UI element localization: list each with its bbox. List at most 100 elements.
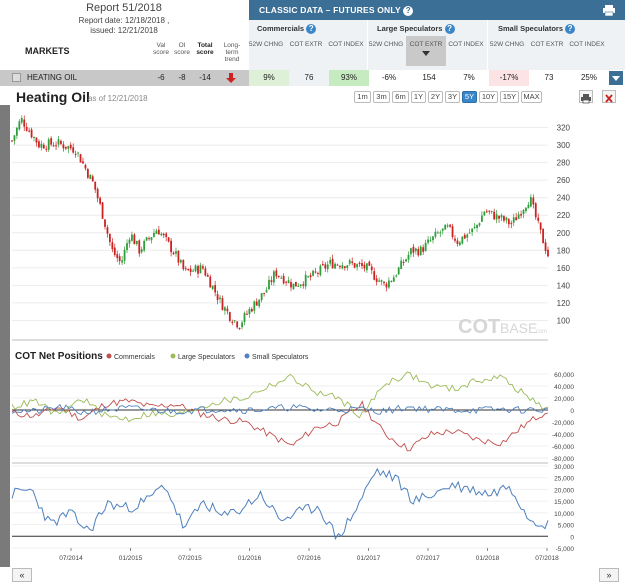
market-name[interactable]: HEATING OIL xyxy=(27,73,78,82)
help-icon[interactable]: ? xyxy=(403,5,414,16)
expand-row-button[interactable] xyxy=(609,71,623,85)
candle-body xyxy=(135,240,138,245)
candle-body xyxy=(260,293,263,301)
small-tick-label: 25,000 xyxy=(554,476,574,483)
zoom-3m-button[interactable]: 3m xyxy=(373,91,390,103)
candle-body xyxy=(527,204,530,209)
legend-label: Small Speculators xyxy=(252,354,309,361)
candle-body xyxy=(370,266,373,271)
market-row-left: HEATING OIL -6 -8 -14 xyxy=(0,70,249,86)
zoom-6m-button[interactable]: 6m xyxy=(392,91,409,103)
total-score: -14 xyxy=(199,73,211,82)
cell-52w-chng: 9% xyxy=(249,70,289,86)
candle-body xyxy=(341,265,344,269)
help-icon[interactable]: ? xyxy=(306,24,317,35)
x-tick-label: 01/2016 xyxy=(238,555,262,562)
cell-52w-chng: -17% xyxy=(489,70,529,86)
sub-cot-extr[interactable]: COT EXTR xyxy=(530,41,564,48)
candle-body xyxy=(476,224,478,229)
close-chart-button[interactable] xyxy=(602,90,616,103)
sub-52w-chng[interactable]: 52W CHNG xyxy=(489,41,525,48)
candle-body xyxy=(334,263,336,269)
col-long-term-trend[interactable]: Long-term trend xyxy=(223,42,241,63)
sub-52w-chng[interactable]: 52W CHNG xyxy=(248,41,284,48)
x-tick-label: 07/2015 xyxy=(178,555,202,562)
candle-body xyxy=(547,249,549,257)
candle-body xyxy=(236,321,239,328)
candle-body xyxy=(89,174,92,180)
candle-body xyxy=(131,234,133,241)
candle-body xyxy=(402,262,405,264)
sub-cot-index[interactable]: COT INDEX xyxy=(328,41,364,48)
candle-body xyxy=(241,322,243,328)
candle-body xyxy=(38,141,40,148)
zoom-1m-button[interactable]: 1m xyxy=(354,91,371,103)
zoom-10y-button[interactable]: 10Y xyxy=(479,91,498,103)
cot-series-line xyxy=(11,403,549,416)
prev-market-button[interactable]: « xyxy=(12,568,32,582)
candle-body xyxy=(197,266,199,274)
candle-body xyxy=(221,298,224,311)
col-total-score[interactable]: Total score xyxy=(196,42,214,56)
candle-body xyxy=(143,240,146,251)
zoom-5y-button[interactable]: 5Y xyxy=(462,91,477,103)
cell-52w-chng: -6% xyxy=(369,70,409,86)
candle-body xyxy=(128,239,131,244)
chart-scroll-bar[interactable] xyxy=(0,105,10,567)
small-specs-line xyxy=(11,467,549,541)
print-icon[interactable] xyxy=(603,4,615,16)
candle-body xyxy=(253,301,256,311)
price-tick-label: 160 xyxy=(557,264,571,273)
zoom-3y-button[interactable]: 3Y xyxy=(445,91,460,103)
row-checkbox[interactable] xyxy=(12,73,21,82)
candle-body xyxy=(436,232,439,234)
sub-cot-index[interactable]: COT INDEX xyxy=(569,41,605,48)
candle-body xyxy=(324,264,327,269)
candle-body xyxy=(184,268,187,270)
cot-tick-label: 20,000 xyxy=(554,396,574,403)
candle-body xyxy=(539,222,542,230)
print-chart-button[interactable] xyxy=(579,90,593,104)
candle-body xyxy=(517,214,520,219)
sub-cot-extr-selected[interactable]: COT EXTR xyxy=(406,36,446,66)
cell-cot-extr: 154 xyxy=(409,70,449,86)
zoom-max-button[interactable]: MAX xyxy=(521,91,542,103)
candle-body xyxy=(312,270,314,276)
candle-body xyxy=(204,268,207,276)
market-row-heating-oil[interactable]: HEATING OIL -6 -8 -14 xyxy=(0,70,625,86)
candle-body xyxy=(57,139,60,145)
candle-body xyxy=(388,280,390,288)
candle-body xyxy=(282,275,285,284)
sub-cot-extr[interactable]: COT EXTR xyxy=(289,41,323,48)
candle-body xyxy=(525,207,527,212)
candle-body xyxy=(64,146,67,149)
candle-body xyxy=(233,320,236,322)
sub-cot-index[interactable]: COT INDEX xyxy=(448,41,484,48)
candle-body xyxy=(544,242,547,252)
col-val-score[interactable]: Val score xyxy=(153,42,169,56)
small-tick-label: 10,000 xyxy=(554,511,574,518)
candle-body xyxy=(485,211,488,213)
candle-body xyxy=(348,260,351,264)
candle-body xyxy=(96,188,99,199)
candle-body xyxy=(118,256,121,262)
next-market-button[interactable]: » xyxy=(599,568,619,582)
help-icon[interactable]: ? xyxy=(565,24,576,35)
candle-body xyxy=(84,164,87,169)
zoom-15y-button[interactable]: 15Y xyxy=(500,91,519,103)
help-icon[interactable]: ? xyxy=(444,24,455,35)
candle-body xyxy=(356,264,358,268)
candle-body xyxy=(30,129,33,138)
candle-body xyxy=(211,285,214,289)
val-score: -6 xyxy=(157,73,165,82)
price-tick-label: 240 xyxy=(557,194,571,203)
candle-body xyxy=(417,248,420,256)
sub-52w-chng[interactable]: 52W CHNG xyxy=(368,41,404,48)
zoom-1y-button[interactable]: 1Y xyxy=(411,91,426,103)
zoom-2y-button[interactable]: 2Y xyxy=(428,91,443,103)
col-oi-score[interactable]: OI score xyxy=(174,42,190,56)
banner-title: CLASSIC DATA – FUTURES ONLY xyxy=(259,5,401,15)
candle-body xyxy=(47,139,50,150)
candle-body xyxy=(454,238,456,241)
candle-body xyxy=(390,280,393,282)
